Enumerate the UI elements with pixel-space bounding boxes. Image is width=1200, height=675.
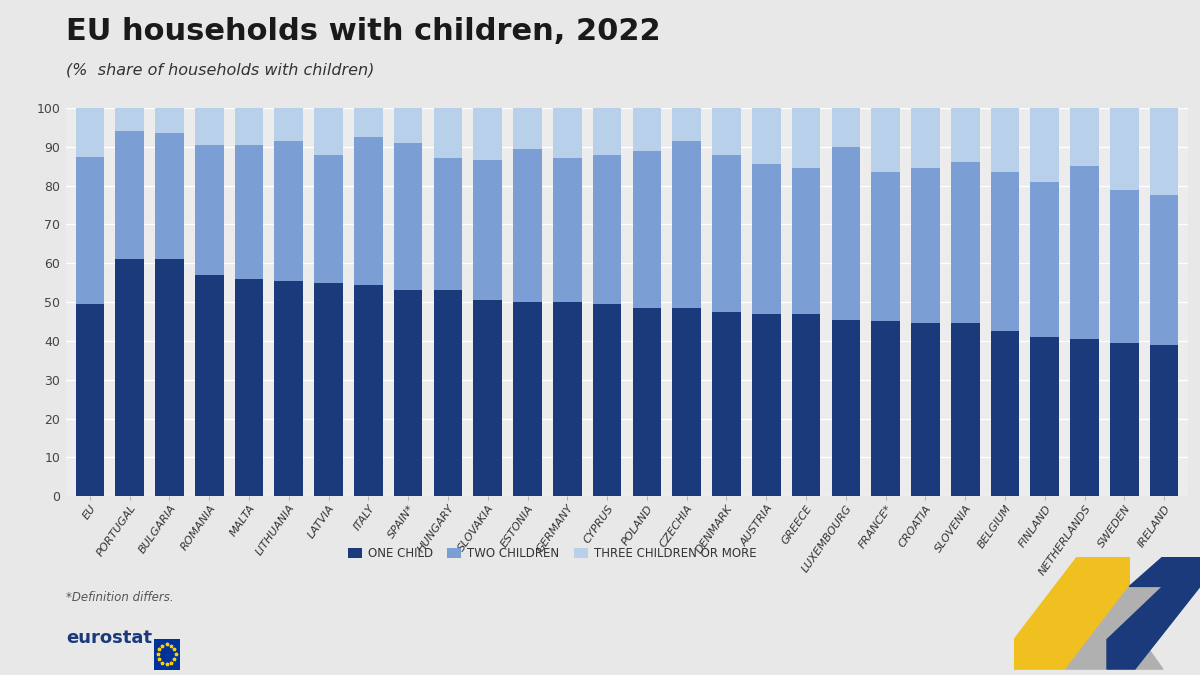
Bar xyxy=(194,108,223,145)
Bar xyxy=(1070,339,1099,496)
Bar xyxy=(792,108,821,168)
Legend: ONE CHILD, TWO CHILDREN, THREE CHILDREN OR MORE: ONE CHILD, TWO CHILDREN, THREE CHILDREN … xyxy=(343,542,761,564)
Bar xyxy=(314,283,343,496)
Bar xyxy=(1150,345,1178,496)
Bar xyxy=(1031,182,1060,337)
Bar xyxy=(672,308,701,496)
Bar xyxy=(911,168,940,323)
Bar xyxy=(1070,108,1099,166)
Bar xyxy=(474,108,502,161)
Bar xyxy=(672,141,701,308)
Bar xyxy=(354,137,383,285)
Bar xyxy=(115,108,144,131)
Bar xyxy=(712,312,740,496)
Bar xyxy=(76,304,104,496)
Bar xyxy=(235,279,263,496)
Bar xyxy=(235,108,263,145)
Bar xyxy=(354,285,383,496)
Bar xyxy=(712,155,740,312)
Bar xyxy=(991,108,1019,172)
Bar xyxy=(593,155,622,304)
Bar xyxy=(1110,190,1139,343)
Bar xyxy=(991,331,1019,496)
Bar xyxy=(1110,343,1139,496)
Bar xyxy=(553,159,582,302)
Bar xyxy=(76,108,104,157)
Bar xyxy=(1150,108,1178,195)
Bar xyxy=(712,108,740,155)
Bar xyxy=(76,157,104,304)
Bar xyxy=(593,304,622,496)
Bar xyxy=(752,108,780,164)
Bar xyxy=(871,172,900,321)
Bar xyxy=(950,163,979,323)
Bar xyxy=(632,108,661,151)
Bar xyxy=(632,308,661,496)
Bar xyxy=(433,108,462,159)
Bar xyxy=(115,131,144,259)
Bar xyxy=(433,290,462,496)
Bar xyxy=(911,108,940,168)
Bar xyxy=(752,164,780,314)
Bar xyxy=(832,147,860,319)
Bar xyxy=(155,133,184,259)
Bar xyxy=(275,108,304,141)
Bar xyxy=(394,108,422,143)
Bar xyxy=(871,321,900,496)
Bar xyxy=(474,161,502,300)
Bar xyxy=(832,108,860,147)
Bar xyxy=(991,172,1019,331)
Bar xyxy=(593,108,622,155)
Bar xyxy=(155,259,184,496)
Bar xyxy=(394,290,422,496)
Bar xyxy=(832,319,860,496)
Bar xyxy=(194,275,223,496)
Bar xyxy=(1150,195,1178,345)
Bar xyxy=(514,108,542,148)
Bar xyxy=(672,108,701,141)
Bar xyxy=(155,108,184,133)
Bar xyxy=(950,108,979,163)
Bar xyxy=(514,148,542,302)
Bar xyxy=(275,281,304,496)
Bar xyxy=(474,300,502,496)
Bar xyxy=(314,108,343,155)
Bar xyxy=(514,302,542,496)
Bar xyxy=(194,145,223,275)
Polygon shape xyxy=(1014,557,1129,669)
Bar xyxy=(394,143,422,290)
Text: (%  share of households with children): (% share of households with children) xyxy=(66,62,374,77)
Bar xyxy=(1031,337,1060,496)
Text: *Definition differs.: *Definition differs. xyxy=(66,591,174,603)
Bar xyxy=(115,259,144,496)
Bar xyxy=(792,168,821,314)
Bar xyxy=(433,159,462,290)
Bar xyxy=(1031,108,1060,182)
Polygon shape xyxy=(1108,557,1200,669)
Bar xyxy=(632,151,661,308)
Bar xyxy=(1070,166,1099,339)
Bar xyxy=(911,323,940,496)
Bar xyxy=(553,302,582,496)
Polygon shape xyxy=(1066,587,1163,669)
Text: EU households with children, 2022: EU households with children, 2022 xyxy=(66,17,661,46)
Bar xyxy=(553,108,582,159)
Bar xyxy=(314,155,343,283)
Bar xyxy=(275,141,304,281)
Bar xyxy=(354,108,383,137)
Bar xyxy=(1110,108,1139,190)
Bar xyxy=(950,323,979,496)
Bar xyxy=(871,108,900,172)
Bar xyxy=(792,314,821,496)
Text: eurostat: eurostat xyxy=(66,628,152,647)
Bar xyxy=(752,314,780,496)
Bar xyxy=(235,145,263,279)
